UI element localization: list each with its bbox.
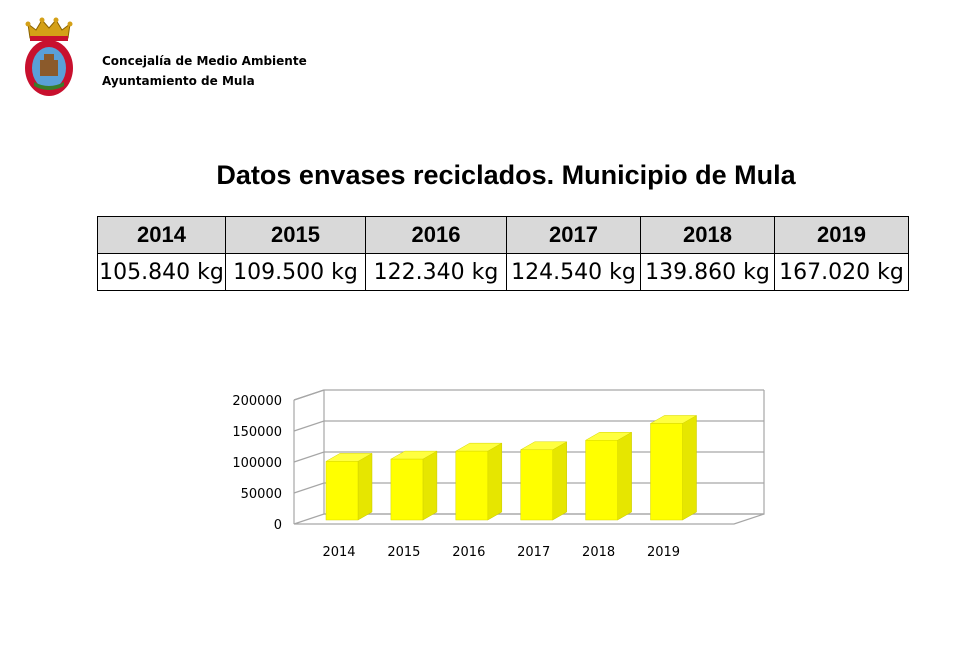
table-cell: 109.500 kg xyxy=(225,253,366,291)
y-tick-label: 200000 xyxy=(232,394,282,409)
y-tick-label: 0 xyxy=(274,518,282,533)
bar xyxy=(520,449,553,521)
y-tick-label: 100000 xyxy=(232,456,282,471)
organization-header: Concejalía de Medio Ambiente Ayuntamient… xyxy=(102,51,307,91)
table-header-cell: 2015 xyxy=(225,216,366,254)
bar xyxy=(455,450,489,521)
chart-floor xyxy=(293,513,765,525)
y-tick-label: 50000 xyxy=(241,487,282,502)
x-tick-label: 2018 xyxy=(582,545,615,560)
table-header-cell: 2016 xyxy=(365,216,507,254)
y-tick-label: 150000 xyxy=(232,425,282,440)
bar xyxy=(585,440,618,521)
bar-side xyxy=(617,431,632,521)
table-header-row: 2014 2015 2016 2017 2018 2019 xyxy=(97,216,909,254)
x-tick-label: 2019 xyxy=(647,545,680,560)
table-header-cell: 2019 xyxy=(774,216,909,254)
table-cell: 124.540 kg xyxy=(506,253,641,291)
bar xyxy=(650,423,683,521)
chart-gridline xyxy=(293,389,764,401)
table-cell: 139.860 kg xyxy=(640,253,775,291)
page-title: Datos envases reciclados. Municipio de M… xyxy=(216,160,796,190)
coat-of-arms-logo xyxy=(25,17,73,96)
data-table: 2014 2015 2016 2017 2018 2019 105.840 kg… xyxy=(97,216,909,291)
table-cell: 122.340 kg xyxy=(365,253,507,291)
bar-side xyxy=(422,450,438,521)
table-row: 105.840 kg 109.500 kg 122.340 kg 124.540… xyxy=(97,253,909,291)
org-line-department: Concejalía de Medio Ambiente xyxy=(102,54,307,68)
chart-gridline xyxy=(293,420,764,432)
bar-side xyxy=(552,441,567,521)
bar-side xyxy=(487,442,503,521)
table-header-cell: 2017 xyxy=(506,216,641,254)
table-cell: 105.840 kg xyxy=(97,253,226,291)
bar xyxy=(390,458,424,521)
bar-chart: 0 50000 100000 150000 200000 2014 2015 2016 2017… xyxy=(232,389,765,560)
x-tick-label: 2017 xyxy=(517,545,550,560)
bar-side xyxy=(357,452,373,521)
table-header-cell: 2014 xyxy=(97,216,226,254)
bar xyxy=(325,461,359,521)
x-tick-label: 2016 xyxy=(452,545,485,560)
org-line-council: Ayuntamiento de Mula xyxy=(102,74,255,88)
table-cell: 167.020 kg xyxy=(774,253,909,291)
x-tick-label: 2014 xyxy=(322,545,355,560)
table-header-cell: 2018 xyxy=(640,216,775,254)
bar-side xyxy=(682,415,697,521)
x-tick-label: 2015 xyxy=(387,545,420,560)
